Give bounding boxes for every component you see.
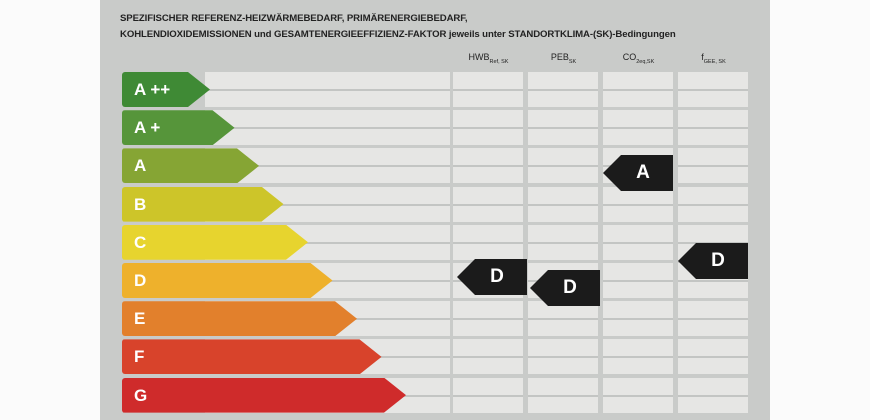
class-arrow-aplusplus: A ++ [122,72,210,107]
grid-band [603,72,673,107]
grid-band [603,186,673,222]
grid-band [528,186,598,222]
column-header-fgee: fGEE, SK [701,52,726,65]
class-arrow-b: B [122,187,284,222]
grid-band [528,301,598,337]
grid-band [528,377,598,413]
class-arrow-c: C [122,225,308,260]
class-arrow-e: E [122,301,357,336]
grid-band [603,301,673,337]
grid-band [603,224,673,260]
class-arrow-d: D [122,263,333,298]
grid-band [453,186,523,222]
grid-band [453,377,523,413]
column-header-peb: PEBSK [550,52,577,65]
grid-band [678,377,748,413]
grid-band [528,110,598,146]
grid-band [528,148,598,184]
grid-band [205,72,450,107]
grid-band [678,148,748,184]
header-line-1: SPEZIFISCHER REFERENZ-HEIZWÄRMEBEDARF, P… [120,13,468,24]
header-line-2: KOHLENDIOXIDEMISSIONEN und GESAMTENERGIE… [120,29,676,40]
grid-band [528,339,598,375]
class-arrow-f: F [122,339,382,374]
grid-band [678,110,748,146]
grid-band [453,148,523,184]
grid-band [678,186,748,222]
grid-band [453,224,523,260]
grid-band [205,110,450,146]
class-arrow-aplus: A + [122,110,235,145]
grid-band [678,301,748,337]
column-header-co2: CO2eq,SK [622,52,655,65]
grid-band [603,377,673,413]
class-arrow-a: A [122,148,259,183]
grid-band [453,110,523,146]
grid-band [603,110,673,146]
column-header-hwb: HWBRef, SK [468,52,509,65]
grid-band [678,339,748,375]
grid-band [678,72,748,107]
grid-band [603,263,673,298]
grid-band [528,72,598,107]
grid-band [453,339,523,375]
grid-band [603,339,673,375]
class-arrow-g: G [122,378,406,413]
grid-band [453,72,523,107]
grid-band [528,224,598,260]
grid-band [453,301,523,337]
